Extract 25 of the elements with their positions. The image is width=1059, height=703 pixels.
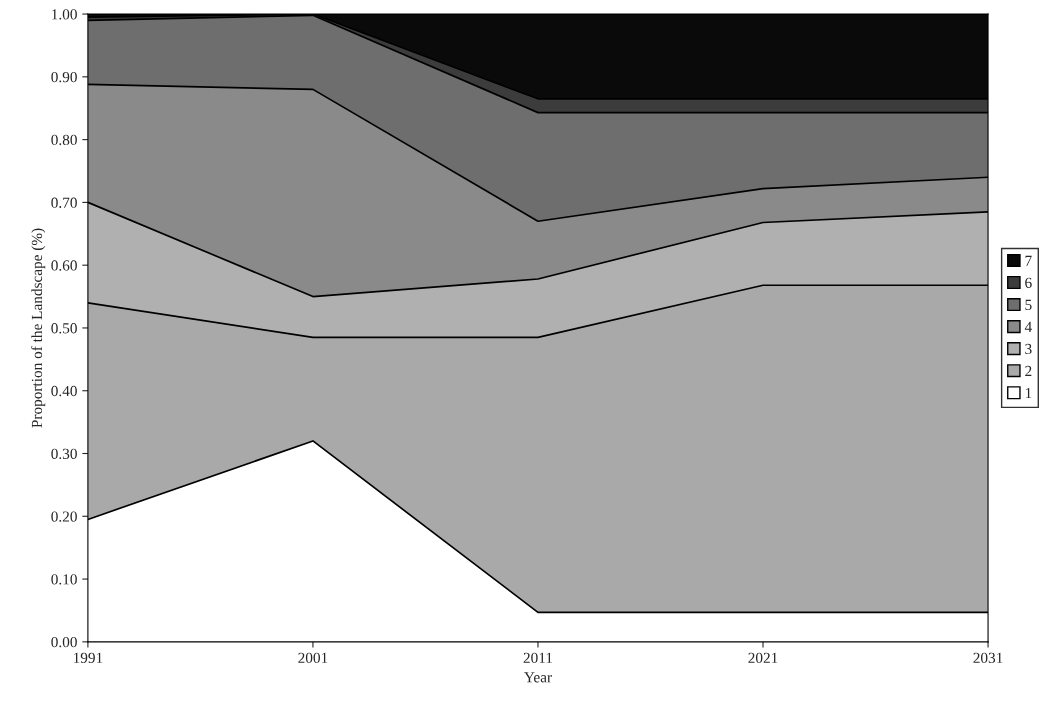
x-tick-label: 1991 — [73, 652, 103, 664]
legend-label: 7 — [1025, 255, 1032, 266]
x-axis-title: Year — [524, 672, 552, 683]
y-tick-label: 0.80 — [51, 134, 77, 146]
y-tick-label: 0.30 — [51, 448, 77, 460]
legend-label: 3 — [1025, 343, 1032, 355]
y-tick-label: 1.00 — [52, 9, 77, 20]
legend-label: 6 — [1025, 277, 1032, 288]
y-tick-label: 0.90 — [51, 71, 77, 83]
x-tick-label: 2021 — [748, 652, 778, 664]
y-tick-label: 0.40 — [51, 385, 77, 397]
legend-label: 2 — [1025, 365, 1032, 376]
y-tick-label: 0.70 — [51, 197, 77, 208]
y-tick-label: 0.60 — [51, 260, 77, 271]
y-tick-label: 0.50 — [51, 323, 77, 334]
x-tick-label: 2001 — [298, 652, 328, 664]
y-tick-label: 0.00 — [51, 636, 77, 648]
legend-label: 5 — [1025, 299, 1032, 310]
y-axis-title: Proportion of the Landscape (%) — [31, 228, 46, 428]
legend-label: 1 — [1025, 387, 1032, 399]
y-tick-label: 0.10 — [51, 574, 77, 585]
x-tick-label: 2011 — [523, 652, 553, 664]
x-tick-label: 2031 — [973, 652, 1003, 664]
legend-label: 4 — [1024, 321, 1032, 332]
y-tick-label: 0.20 — [51, 511, 77, 522]
